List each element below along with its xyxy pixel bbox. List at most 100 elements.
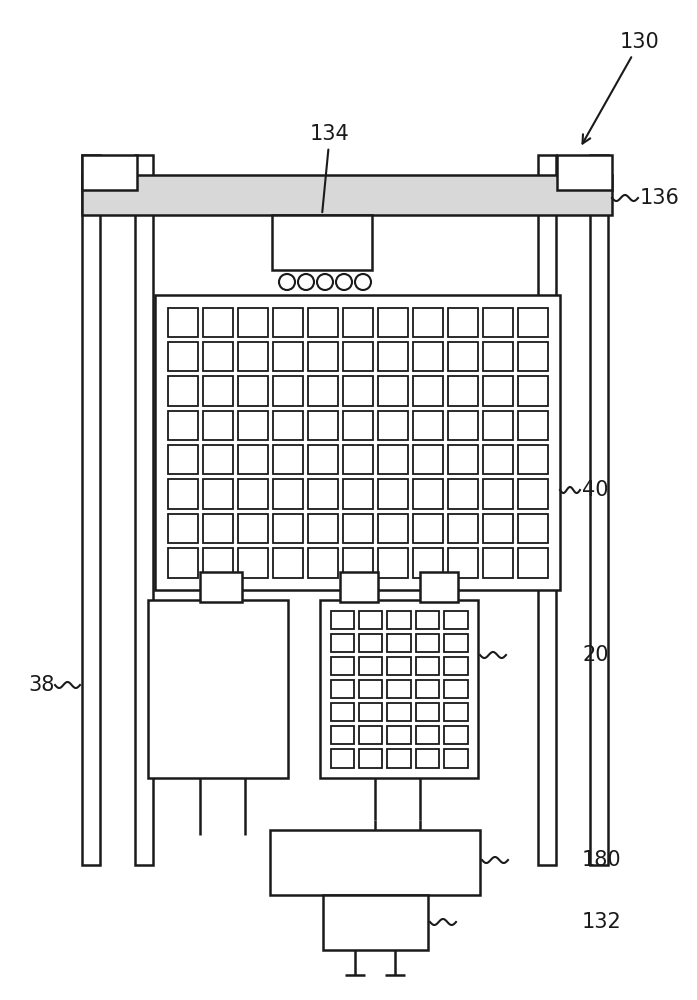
Bar <box>444 610 468 629</box>
Bar <box>538 155 556 865</box>
Bar <box>307 479 337 509</box>
Bar <box>415 634 439 652</box>
Bar <box>447 548 477 578</box>
Bar <box>342 308 372 337</box>
Bar <box>517 411 548 440</box>
Bar <box>238 514 268 543</box>
Bar <box>517 548 548 578</box>
Bar <box>238 411 268 440</box>
Bar <box>342 548 372 578</box>
Bar <box>167 342 197 371</box>
Text: 134: 134 <box>310 124 350 212</box>
Bar <box>82 175 612 215</box>
Bar <box>359 703 382 721</box>
Bar <box>378 342 408 371</box>
Bar <box>238 342 268 371</box>
Bar <box>359 610 382 629</box>
Bar <box>482 308 512 337</box>
Bar <box>238 376 268 406</box>
Bar <box>444 680 468 698</box>
Bar <box>482 479 512 509</box>
Bar <box>200 572 242 602</box>
Bar <box>167 548 197 578</box>
Bar <box>378 411 408 440</box>
Bar <box>167 445 197 474</box>
Bar <box>238 548 268 578</box>
Bar <box>307 445 337 474</box>
Bar <box>413 445 443 474</box>
Text: 136: 136 <box>640 188 680 208</box>
Bar <box>135 155 153 865</box>
Bar <box>167 308 197 337</box>
Bar <box>482 445 512 474</box>
Text: 132: 132 <box>582 912 622 932</box>
Bar <box>273 479 302 509</box>
Bar <box>517 445 548 474</box>
Bar <box>342 514 372 543</box>
Bar <box>415 657 439 675</box>
Bar <box>413 479 443 509</box>
Bar <box>447 514 477 543</box>
Bar <box>590 155 608 865</box>
Bar <box>273 411 302 440</box>
Text: 180: 180 <box>582 850 622 870</box>
Bar <box>447 445 477 474</box>
Bar <box>517 479 548 509</box>
Bar <box>342 445 372 474</box>
Bar <box>378 548 408 578</box>
Bar <box>415 726 439 744</box>
Bar <box>330 726 354 744</box>
Bar <box>415 610 439 629</box>
Bar <box>238 445 268 474</box>
Bar <box>167 376 197 406</box>
Bar <box>413 342 443 371</box>
Bar <box>444 703 468 721</box>
Bar <box>307 411 337 440</box>
Bar <box>148 600 288 778</box>
Bar <box>203 445 233 474</box>
Bar <box>415 703 439 721</box>
Bar <box>378 445 408 474</box>
Bar <box>447 376 477 406</box>
Bar <box>359 634 382 652</box>
Bar <box>342 376 372 406</box>
Bar <box>413 308 443 337</box>
Bar <box>482 548 512 578</box>
Bar <box>388 726 411 744</box>
Bar <box>482 342 512 371</box>
Bar <box>273 445 302 474</box>
Bar <box>203 411 233 440</box>
Bar <box>330 749 354 768</box>
Bar <box>557 155 612 190</box>
Bar <box>307 308 337 337</box>
Bar <box>203 479 233 509</box>
Bar <box>482 376 512 406</box>
Bar <box>342 479 372 509</box>
Bar <box>388 703 411 721</box>
Bar <box>413 514 443 543</box>
Bar <box>203 548 233 578</box>
Bar <box>447 308 477 337</box>
Bar <box>359 657 382 675</box>
Bar <box>307 342 337 371</box>
Bar <box>330 703 354 721</box>
Bar <box>517 342 548 371</box>
Bar <box>330 634 354 652</box>
Bar <box>307 376 337 406</box>
Bar <box>420 572 458 602</box>
Bar <box>273 548 302 578</box>
Bar <box>167 479 197 509</box>
Text: 40: 40 <box>582 480 608 500</box>
Bar <box>340 572 378 602</box>
Bar <box>517 514 548 543</box>
Text: 130: 130 <box>583 32 660 144</box>
Bar <box>155 295 560 590</box>
Bar <box>444 749 468 768</box>
Bar <box>167 411 197 440</box>
Bar <box>273 342 302 371</box>
Bar <box>342 411 372 440</box>
Bar <box>378 479 408 509</box>
Bar <box>378 514 408 543</box>
Bar <box>482 514 512 543</box>
Bar <box>273 514 302 543</box>
